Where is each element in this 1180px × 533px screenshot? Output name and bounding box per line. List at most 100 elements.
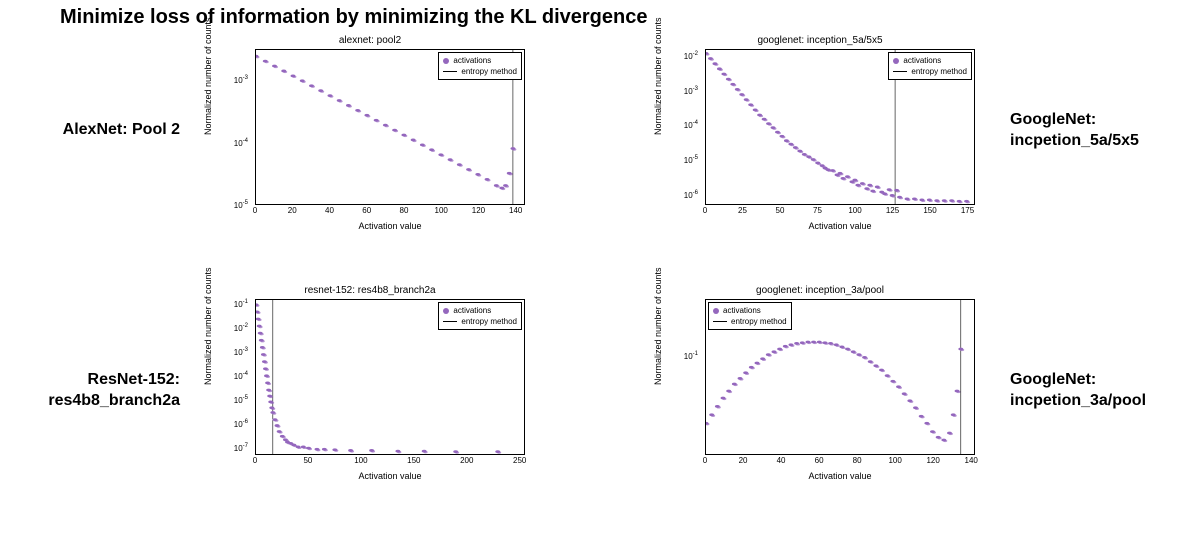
line-icon [443,71,457,72]
data-point [884,193,888,195]
marker-icon [893,58,899,64]
data-point [807,342,811,344]
data-point [266,376,270,378]
data-point [371,450,375,452]
legend-label: activations [453,305,491,316]
data-point [914,199,918,201]
data-point [956,391,960,393]
data-point [754,110,758,112]
x-axis-label: Activation value [705,221,975,231]
data-point [276,425,280,427]
data-point [943,200,947,202]
data-point [301,80,305,82]
marker-icon [443,308,449,314]
data-point [265,368,269,370]
y-tick: 10-4 [234,138,248,148]
x-axis-label: Activation value [705,471,975,481]
y-ticks: 10-1 [660,299,702,455]
data-point [334,449,338,451]
data-point [830,343,834,345]
data-point [258,326,262,328]
data-point [385,125,389,127]
y-tick: 10-6 [684,190,698,200]
data-point [852,351,856,353]
x-tick: 50 [303,456,312,465]
y-tick: 10-6 [234,419,248,429]
chart-alexnet-pool2: alexnet: pool2activationsentropy methodN… [210,35,530,235]
x-axis-label: Activation value [255,471,525,481]
data-point [297,447,301,449]
data-point [501,188,505,190]
x-tick: 0 [253,206,257,215]
x-tick: 100 [888,456,901,465]
data-point [813,342,817,344]
data-point [786,140,790,142]
x-tick: 140 [965,456,978,465]
x-tick: 100 [848,206,861,215]
data-point [505,185,509,187]
x-ticks: 0255075100125150175 [705,206,975,218]
data-point [892,381,896,383]
x-tick: 40 [325,206,334,215]
legend-item: entropy method [443,316,517,327]
data-point [756,363,760,365]
data-point [832,170,836,172]
x-tick: 120 [472,206,485,215]
data-point [271,407,275,409]
legend-item: entropy method [893,66,967,77]
data-point [824,342,828,344]
y-tick: 10-3 [684,86,698,96]
legend-label: entropy method [731,316,787,327]
data-point [728,391,732,393]
legend: activationsentropy method [708,302,792,330]
y-tick: 10-2 [684,51,698,61]
data-point [921,200,925,202]
y-tick: 10-4 [234,371,248,381]
data-point [324,449,328,451]
y-tick: 10-5 [234,395,248,405]
x-tick: 0 [703,456,707,465]
x-tick: 200 [460,456,473,465]
x-tick: 150 [407,456,420,465]
data-point [790,344,794,346]
data-point [795,147,799,149]
y-tick: 10-3 [234,75,248,85]
x-tick: 20 [288,206,297,215]
chart-googlenet-3a: googlenet: inception_3a/poolactivationse… [660,285,980,485]
chart-googlenet-5a: googlenet: inception_5a/5x5activationsen… [660,35,980,235]
data-point [951,200,955,202]
data-point [706,423,709,425]
x-tick: 75 [813,206,822,215]
x-axis-label: Activation value [255,221,525,231]
x-tick: 80 [853,456,862,465]
data-point [864,357,868,359]
data-point [881,370,885,372]
data-point [257,319,261,321]
data-point [750,104,754,106]
legend-label: activations [453,55,491,66]
marker-icon [713,308,719,314]
data-point [512,148,516,150]
line-icon [713,321,727,322]
x-tick: 100 [354,456,367,465]
data-point [842,178,846,180]
data-point [714,63,718,65]
data-point [508,173,512,175]
data-point [750,367,754,369]
data-point [847,349,851,351]
line-icon [443,321,457,322]
side-label-googlenet-3a: GoogleNet: incpetion_3a/pool [1010,370,1170,412]
data-point [952,414,956,416]
data-point [958,201,962,203]
data-point [920,416,924,418]
data-point [745,99,749,101]
data-point [440,154,444,156]
y-tick: 10-1 [234,299,248,309]
data-point [431,149,435,151]
data-point [937,437,941,439]
data-point [422,145,426,147]
data-point [259,333,263,335]
y-tick: 10-5 [234,200,248,210]
y-tick: 10-7 [234,443,248,453]
data-point [767,354,771,356]
